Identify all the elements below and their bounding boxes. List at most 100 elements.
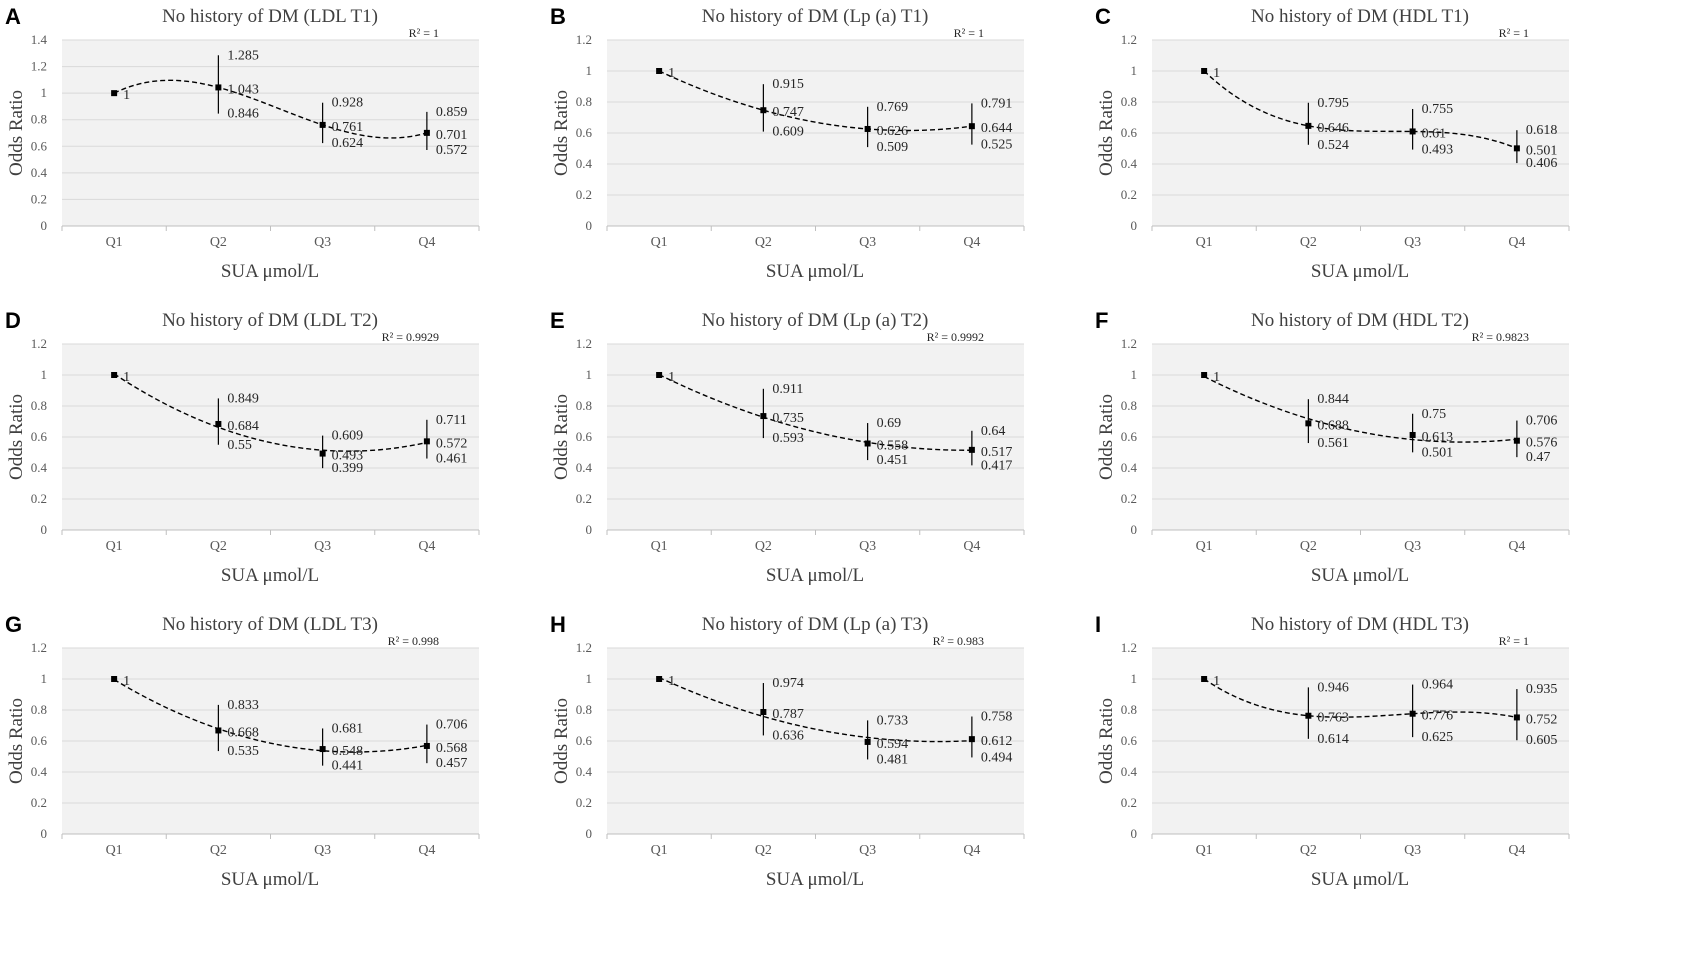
panel-letter: F [1095, 308, 1108, 333]
upper-ci-label: 0.946 [1317, 680, 1349, 695]
data-point [1305, 122, 1312, 129]
upper-ci-label: 0.859 [436, 105, 468, 120]
value-label: 0.646 [1317, 121, 1349, 136]
x-tick-label: Q1 [1196, 235, 1213, 250]
value-label: 1 [123, 674, 130, 689]
value-label: 0.501 [1526, 143, 1558, 158]
data-point [656, 372, 663, 378]
lower-ci-label: 0.47 [1526, 450, 1551, 465]
data-point [760, 107, 767, 114]
upper-ci-label: 0.75 [1422, 407, 1447, 422]
data-point [864, 440, 871, 447]
x-tick-label: Q4 [963, 843, 980, 858]
chart-title: No history of DM (LDL T3) [162, 614, 378, 635]
y-tick-label: 0.4 [31, 165, 48, 180]
lower-ci-label: 0.525 [981, 138, 1013, 153]
r-squared-label: R² = 0.9823 [1472, 330, 1529, 344]
y-tick-label: 0.2 [1121, 187, 1137, 202]
upper-ci-label: 0.711 [436, 413, 467, 428]
y-tick-label: 0.8 [576, 398, 592, 413]
y-tick-label: 0 [1131, 522, 1138, 537]
x-tick-label: Q1 [1196, 539, 1213, 554]
x-axis-label: SUA μmol/L [1311, 261, 1409, 282]
chart-title: No history of DM (LDL T1) [162, 6, 378, 27]
chart-svg: 0 0.2 0.4 0.6 0.8 1 1.2 Q1 Q2 Q3 Q4 No history of D… [5, 308, 480, 586]
y-tick-label: 0.2 [576, 187, 592, 202]
trendline [658, 676, 972, 743]
data-point [1201, 68, 1208, 74]
upper-ci-label: 0.64 [981, 424, 1006, 439]
y-tick-label: 1 [41, 671, 48, 686]
value-label: 0.688 [1317, 418, 1349, 433]
x-tick-label: Q2 [755, 843, 772, 858]
y-tick-label: 0 [1131, 218, 1138, 233]
y-tick-label: 0.6 [31, 138, 48, 153]
y-axis-label: Odds Ratio [551, 698, 572, 784]
chart-svg: 0 0.2 0.4 0.6 0.8 1 1.2 Q1 Q2 Q3 Q4 No history of D… [1095, 4, 1570, 282]
y-tick-label: 0.4 [1121, 764, 1138, 779]
y-tick-label: 0.4 [1121, 460, 1138, 475]
lower-ci-label: 0.561 [1317, 436, 1349, 451]
lower-ci-label: 0.451 [877, 453, 909, 468]
trendline [1203, 375, 1517, 443]
y-tick-label: 0.6 [576, 733, 593, 748]
value-label: 0.763 [1317, 711, 1349, 726]
data-point [968, 123, 975, 130]
data-point [111, 90, 118, 97]
y-tick-label: 0 [41, 826, 48, 841]
x-tick-label: Q1 [651, 235, 668, 250]
lower-ci-label: 0.494 [981, 750, 1013, 765]
data-point [1201, 676, 1208, 682]
data-point [1305, 712, 1312, 719]
lower-ci-label: 0.593 [772, 431, 804, 446]
lower-ci-label: 0.461 [436, 452, 468, 467]
chart-title: No history of DM (Lp (a) T1) [702, 6, 929, 27]
y-tick-label: 0.6 [576, 125, 593, 140]
x-tick-label: Q2 [1300, 235, 1317, 250]
x-tick-label: Q1 [106, 235, 123, 250]
y-axis-label: Odds Ratio [1096, 90, 1117, 176]
x-tick-label: Q4 [418, 843, 435, 858]
y-tick-label: 1.2 [576, 640, 592, 655]
value-label: 0.548 [332, 744, 364, 759]
data-point [111, 676, 118, 682]
data-point [864, 738, 871, 745]
x-axis-label: SUA μmol/L [766, 565, 864, 586]
lower-ci-label: 0.605 [1526, 733, 1558, 748]
chart-svg: 0 0.2 0.4 0.6 0.8 1 1.2 Q1 Q2 Q3 Q4 No history of D… [5, 612, 480, 890]
chart-title: No history of DM (HDL T1) [1251, 6, 1469, 27]
value-label: 0.752 [1526, 712, 1558, 727]
upper-ci-label: 0.844 [1317, 392, 1349, 407]
y-tick-label: 1.2 [1121, 336, 1137, 351]
y-tick-label: 0.4 [31, 460, 48, 475]
data-point [1201, 372, 1208, 378]
y-tick-label: 0 [41, 522, 48, 537]
x-tick-label: Q2 [755, 235, 772, 250]
data-point [656, 676, 663, 682]
x-tick-label: Q4 [1508, 843, 1525, 858]
upper-ci-label: 0.928 [332, 96, 364, 111]
y-tick-label: 1.2 [1121, 640, 1137, 655]
y-axis-label: Odds Ratio [551, 90, 572, 176]
lower-ci-label: 0.535 [227, 744, 259, 759]
x-tick-label: Q3 [314, 235, 331, 250]
lower-ci-label: 0.501 [1422, 445, 1454, 460]
plot-area [62, 40, 479, 226]
lower-ci-label: 0.572 [436, 143, 468, 158]
lower-ci-label: 0.493 [1422, 143, 1454, 158]
lower-ci-label: 0.524 [1317, 138, 1349, 153]
lower-ci-label: 0.636 [772, 728, 804, 743]
value-label: 0.594 [877, 737, 909, 752]
lower-ci-label: 0.481 [877, 752, 909, 767]
x-tick-label: Q1 [106, 843, 123, 858]
x-tick-label: Q2 [210, 235, 227, 250]
data-point [1305, 420, 1312, 427]
y-tick-label: 0.2 [31, 795, 47, 810]
y-tick-label: 1.2 [576, 336, 592, 351]
value-label: 0.668 [227, 725, 259, 740]
y-tick-label: 0.2 [576, 795, 592, 810]
upper-ci-label: 0.911 [772, 382, 803, 397]
upper-ci-label: 0.609 [332, 429, 364, 444]
r-squared-label: R² = 0.998 [388, 634, 439, 648]
data-point [760, 709, 767, 716]
